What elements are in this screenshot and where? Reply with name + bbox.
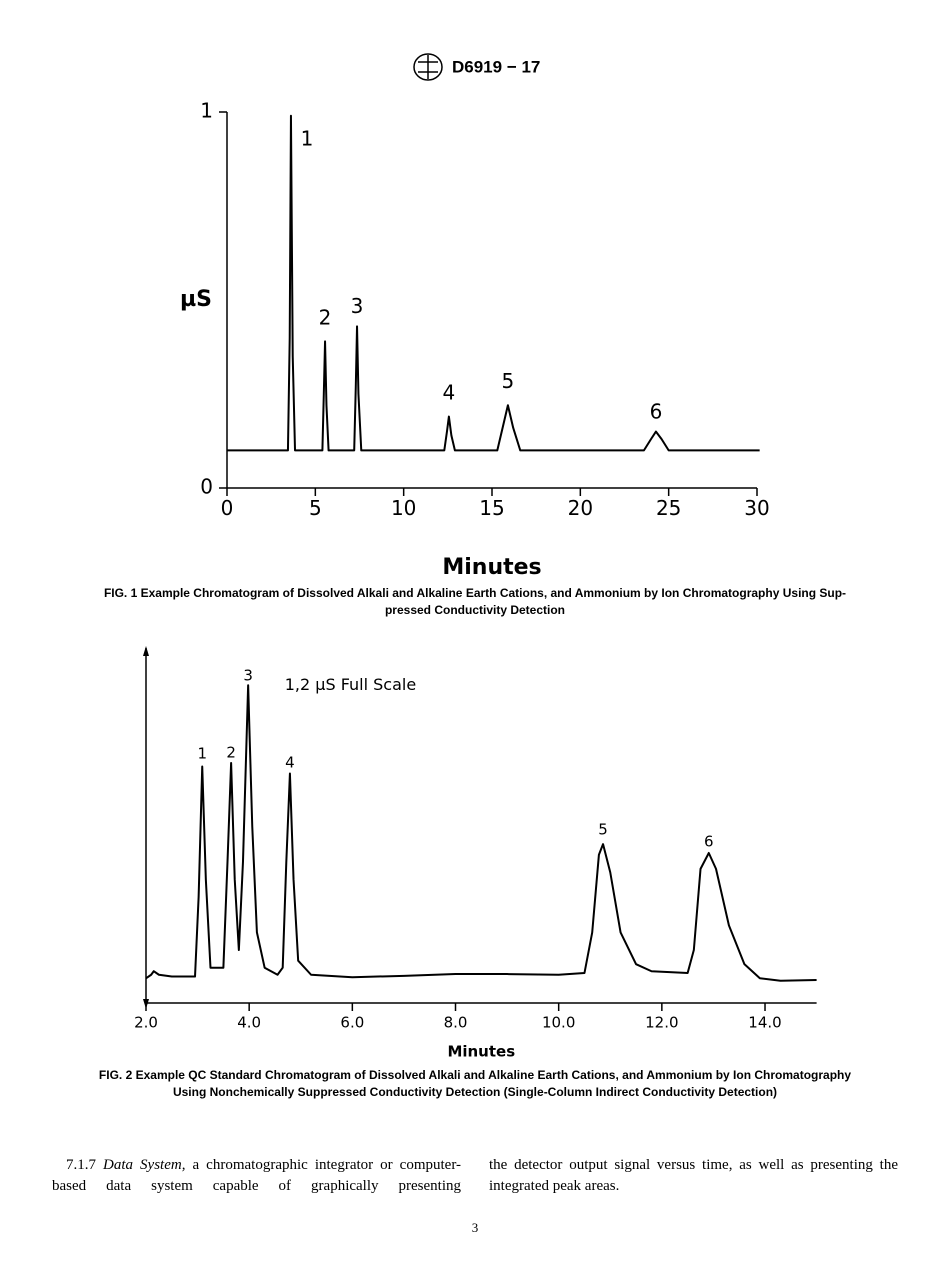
- x-tick-label: 4.0: [237, 1014, 261, 1032]
- body-column: 7.1.7 Data System, a chromatographic int…: [52, 1155, 461, 1197]
- peak-label: 2: [319, 305, 332, 329]
- peak-label: 6: [650, 399, 663, 423]
- x-tick-label: 25: [656, 496, 681, 520]
- x-tick-label: 10.0: [542, 1014, 575, 1032]
- peak-label: 4: [443, 381, 456, 405]
- x-tick-label: 0: [221, 496, 234, 520]
- y-axis-label: µS: [180, 287, 212, 312]
- x-tick-label: 12.0: [645, 1014, 678, 1032]
- peak-label: 1: [197, 745, 207, 763]
- body-column: the detector output signal versus time, …: [489, 1155, 898, 1197]
- axis-arrow: [143, 646, 149, 656]
- peak-label: 3: [351, 294, 364, 318]
- figure-caption: FIG. 2 Example QC Standard Chromatogram …: [99, 1068, 851, 1082]
- peak-label: 1: [301, 126, 314, 150]
- peak-label: 5: [598, 821, 608, 839]
- x-tick-label: 15: [479, 496, 504, 520]
- scale-note: 1,2 µS Full Scale: [285, 675, 416, 694]
- designation: D6919 − 17: [452, 57, 540, 76]
- x-axis-label: Minutes: [447, 1043, 515, 1061]
- text: the detector output signal versus time, …: [489, 1157, 898, 1194]
- figure-caption: FIG. 1 Example Chromatogram of Dissolved…: [104, 586, 846, 600]
- peak-label: 3: [243, 667, 253, 685]
- term: Data System,: [103, 1157, 186, 1173]
- chromatogram-line: [145, 684, 817, 982]
- x-tick-label: 10: [391, 496, 416, 520]
- astm-logo: [413, 53, 443, 81]
- section-number: 7.1.7: [66, 1157, 96, 1173]
- y-tick-label: 1: [200, 99, 213, 123]
- x-tick-label: 2.0: [134, 1014, 158, 1032]
- page-number: 3: [471, 1220, 479, 1235]
- peak-label: 2: [226, 744, 236, 762]
- x-tick-label: 5: [309, 496, 322, 520]
- peak-label: 5: [502, 369, 515, 393]
- x-tick-label: 30: [744, 496, 769, 520]
- x-tick-label: 20: [568, 496, 593, 520]
- y-tick-label: 0: [200, 475, 213, 499]
- x-axis-label: Minutes: [442, 555, 541, 580]
- x-tick-label: 8.0: [444, 1014, 468, 1032]
- x-tick-label: 14.0: [748, 1014, 781, 1032]
- x-tick-label: 6.0: [340, 1014, 364, 1032]
- figure-caption: pressed Conductivity Detection: [385, 603, 565, 617]
- figure-caption: Using Nonchemically Suppressed Conductiv…: [173, 1085, 777, 1099]
- chromatogram-line: [227, 114, 760, 452]
- peak-label: 4: [285, 753, 295, 771]
- peak-label: 6: [704, 833, 714, 851]
- text: a chromatographic integrator or computer…: [52, 1157, 462, 1194]
